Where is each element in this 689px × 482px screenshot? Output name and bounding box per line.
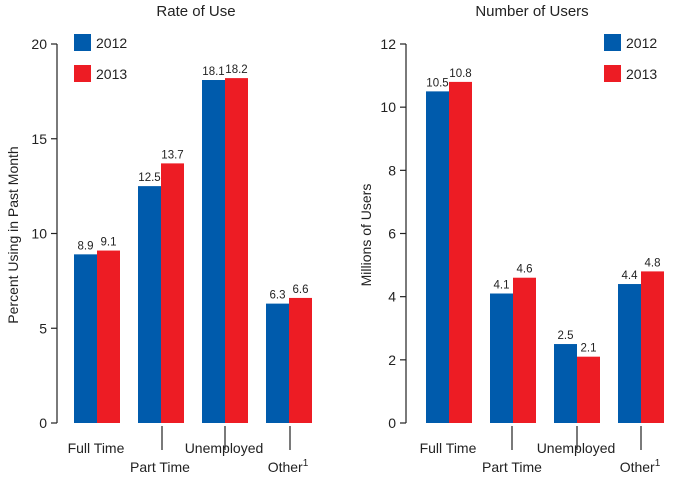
chart2-category-label: Unemployed xyxy=(537,440,616,456)
chart2-bar-2012-part-time xyxy=(490,293,513,423)
chart2-data-label: 4.6 xyxy=(517,264,533,276)
chart2-y-tick-label: 0 xyxy=(388,415,396,431)
chart2-category-label: Full Time xyxy=(420,440,477,456)
chart2-y-tick-label: 4 xyxy=(388,289,396,305)
chart2-y-tick-label: 6 xyxy=(388,226,396,242)
chart2-data-label: 4.1 xyxy=(494,280,510,292)
chart1-data-label: 13.7 xyxy=(161,149,183,161)
chart1-bar-2013-unemployed xyxy=(225,78,248,424)
chart2-y-tick-label: 12 xyxy=(380,36,396,52)
chart1-legend-swatch-2013 xyxy=(74,65,91,82)
chart2-data-label: 4.8 xyxy=(645,257,661,269)
chart1-category-label: Full Time xyxy=(68,440,125,456)
chart1-data-label: 12.5 xyxy=(138,172,160,184)
chart1-data-label: 6.6 xyxy=(293,284,309,296)
chart1-y-tick-label: 20 xyxy=(31,36,47,52)
chart2-bar-2012-full-time xyxy=(426,91,449,423)
chart2-bar-2012-unemployed xyxy=(554,344,577,423)
chart2-panel: Number of Users 0 2 4 6 8 10 12 Millions of User… xyxy=(358,3,664,475)
chart2-y-axis-label: Millions of Users xyxy=(358,184,374,287)
chart2-bar-2013-unemployed xyxy=(577,356,600,423)
chart2-y-tick-label: 2 xyxy=(388,352,396,368)
chart1-y-tick-label: 0 xyxy=(39,415,47,431)
chart1-title: Rate of Use xyxy=(156,3,235,20)
chart1-legend: 2012 2013 xyxy=(74,34,127,82)
chart1-data-label: 18.2 xyxy=(225,64,247,76)
chart1-bar-2012-other xyxy=(266,303,289,423)
chart1-legend-swatch-2012 xyxy=(74,34,91,51)
chart2-legend-swatch-2013 xyxy=(604,65,621,82)
chart1-bar-2012-part-time xyxy=(138,186,161,423)
chart2-category-label: Part Time xyxy=(482,459,542,475)
chart2-data-label: 2.5 xyxy=(558,330,574,342)
chart1-data-label: 6.3 xyxy=(270,290,286,302)
chart1-bar-2013-other xyxy=(289,297,312,423)
chart2-data-label: 4.4 xyxy=(622,270,639,282)
chart1-data-label: 18.1 xyxy=(202,66,224,78)
chart1-legend-label-2012: 2012 xyxy=(96,35,127,51)
chart2-title: Number of Users xyxy=(475,3,588,20)
chart1-bar-2012-unemployed xyxy=(202,80,225,423)
chart2-data-label: 2.1 xyxy=(581,343,597,355)
chart1-data-label: 9.1 xyxy=(101,237,117,249)
chart2-y-tick-label: 8 xyxy=(388,162,396,178)
chart1-y-tick-label: 5 xyxy=(39,320,47,336)
chart1-category-label: Unemployed xyxy=(185,440,264,456)
chart1-panel: Rate of Use 0 5 10 15 20 Percent Using in Past… xyxy=(5,3,312,475)
chart2-legend-label-2012: 2012 xyxy=(626,35,657,51)
chart2-legend-label-2013: 2013 xyxy=(626,66,657,82)
chart1-data-label: 8.9 xyxy=(78,240,94,252)
chart1-legend-label-2013: 2013 xyxy=(96,66,127,82)
chart1-bar-2013-full-time xyxy=(97,250,120,423)
chart2-legend: 2012 2013 xyxy=(604,34,657,82)
chart2-bar-2013-part-time xyxy=(513,277,536,423)
chart2-bar-2012-other xyxy=(618,284,641,423)
chart1-y-tick-label: 10 xyxy=(31,226,47,242)
chart1-bar-2012-full-time xyxy=(74,254,97,423)
chart1-category-footnote-marker: 1 xyxy=(303,458,309,469)
chart2-data-label: 10.8 xyxy=(449,68,471,80)
chart2-data-label: 10.5 xyxy=(426,77,448,89)
chart1-category-label: Part Time xyxy=(130,459,190,475)
chart2-bar-2013-other xyxy=(641,271,664,423)
chart1-y-axis-label: Percent Using in Past Month xyxy=(5,146,21,323)
chart2-category-footnote-marker: 1 xyxy=(655,458,661,469)
chart2-bar-2013-full-time xyxy=(449,81,472,424)
chart2-category-label: Other1 xyxy=(620,458,661,475)
chart1-bar-2013-part-time xyxy=(161,163,184,423)
chart1-y-tick-label: 15 xyxy=(31,131,47,147)
chart2-legend-swatch-2012 xyxy=(604,34,621,51)
chart1-category-label: Other1 xyxy=(268,458,309,475)
chart2-y-tick-label: 10 xyxy=(380,99,396,115)
